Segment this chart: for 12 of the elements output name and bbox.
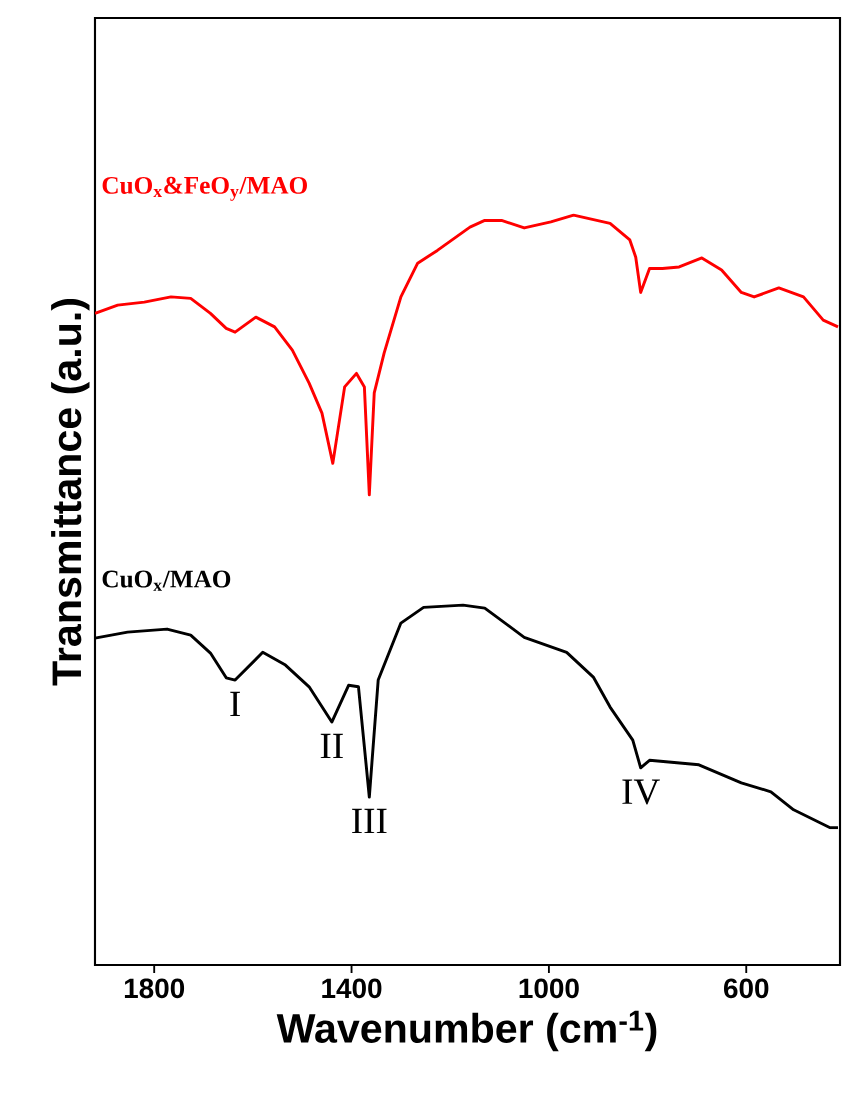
annotation: II [320,733,343,759]
text: CuO$_{x}$&FeO$_{y}$/MAO [102,176,307,201]
x-tick-label: 1800 [124,978,185,999]
x-tick-label: 1400 [322,978,382,999]
y-axis-title: Transmittance (a.u.) [51,299,90,686]
series-label: CuO$_{x}$/MAO [102,570,231,591]
annotation: IV [622,779,660,805]
x-tick-label: 1000 [519,978,579,999]
x-tick-label: 600 [724,978,769,999]
x-axis-title: Wavenumber (cm$^{-1}$) [276,1010,657,1052]
annotation: III [352,808,387,834]
annotation: I [230,691,240,717]
